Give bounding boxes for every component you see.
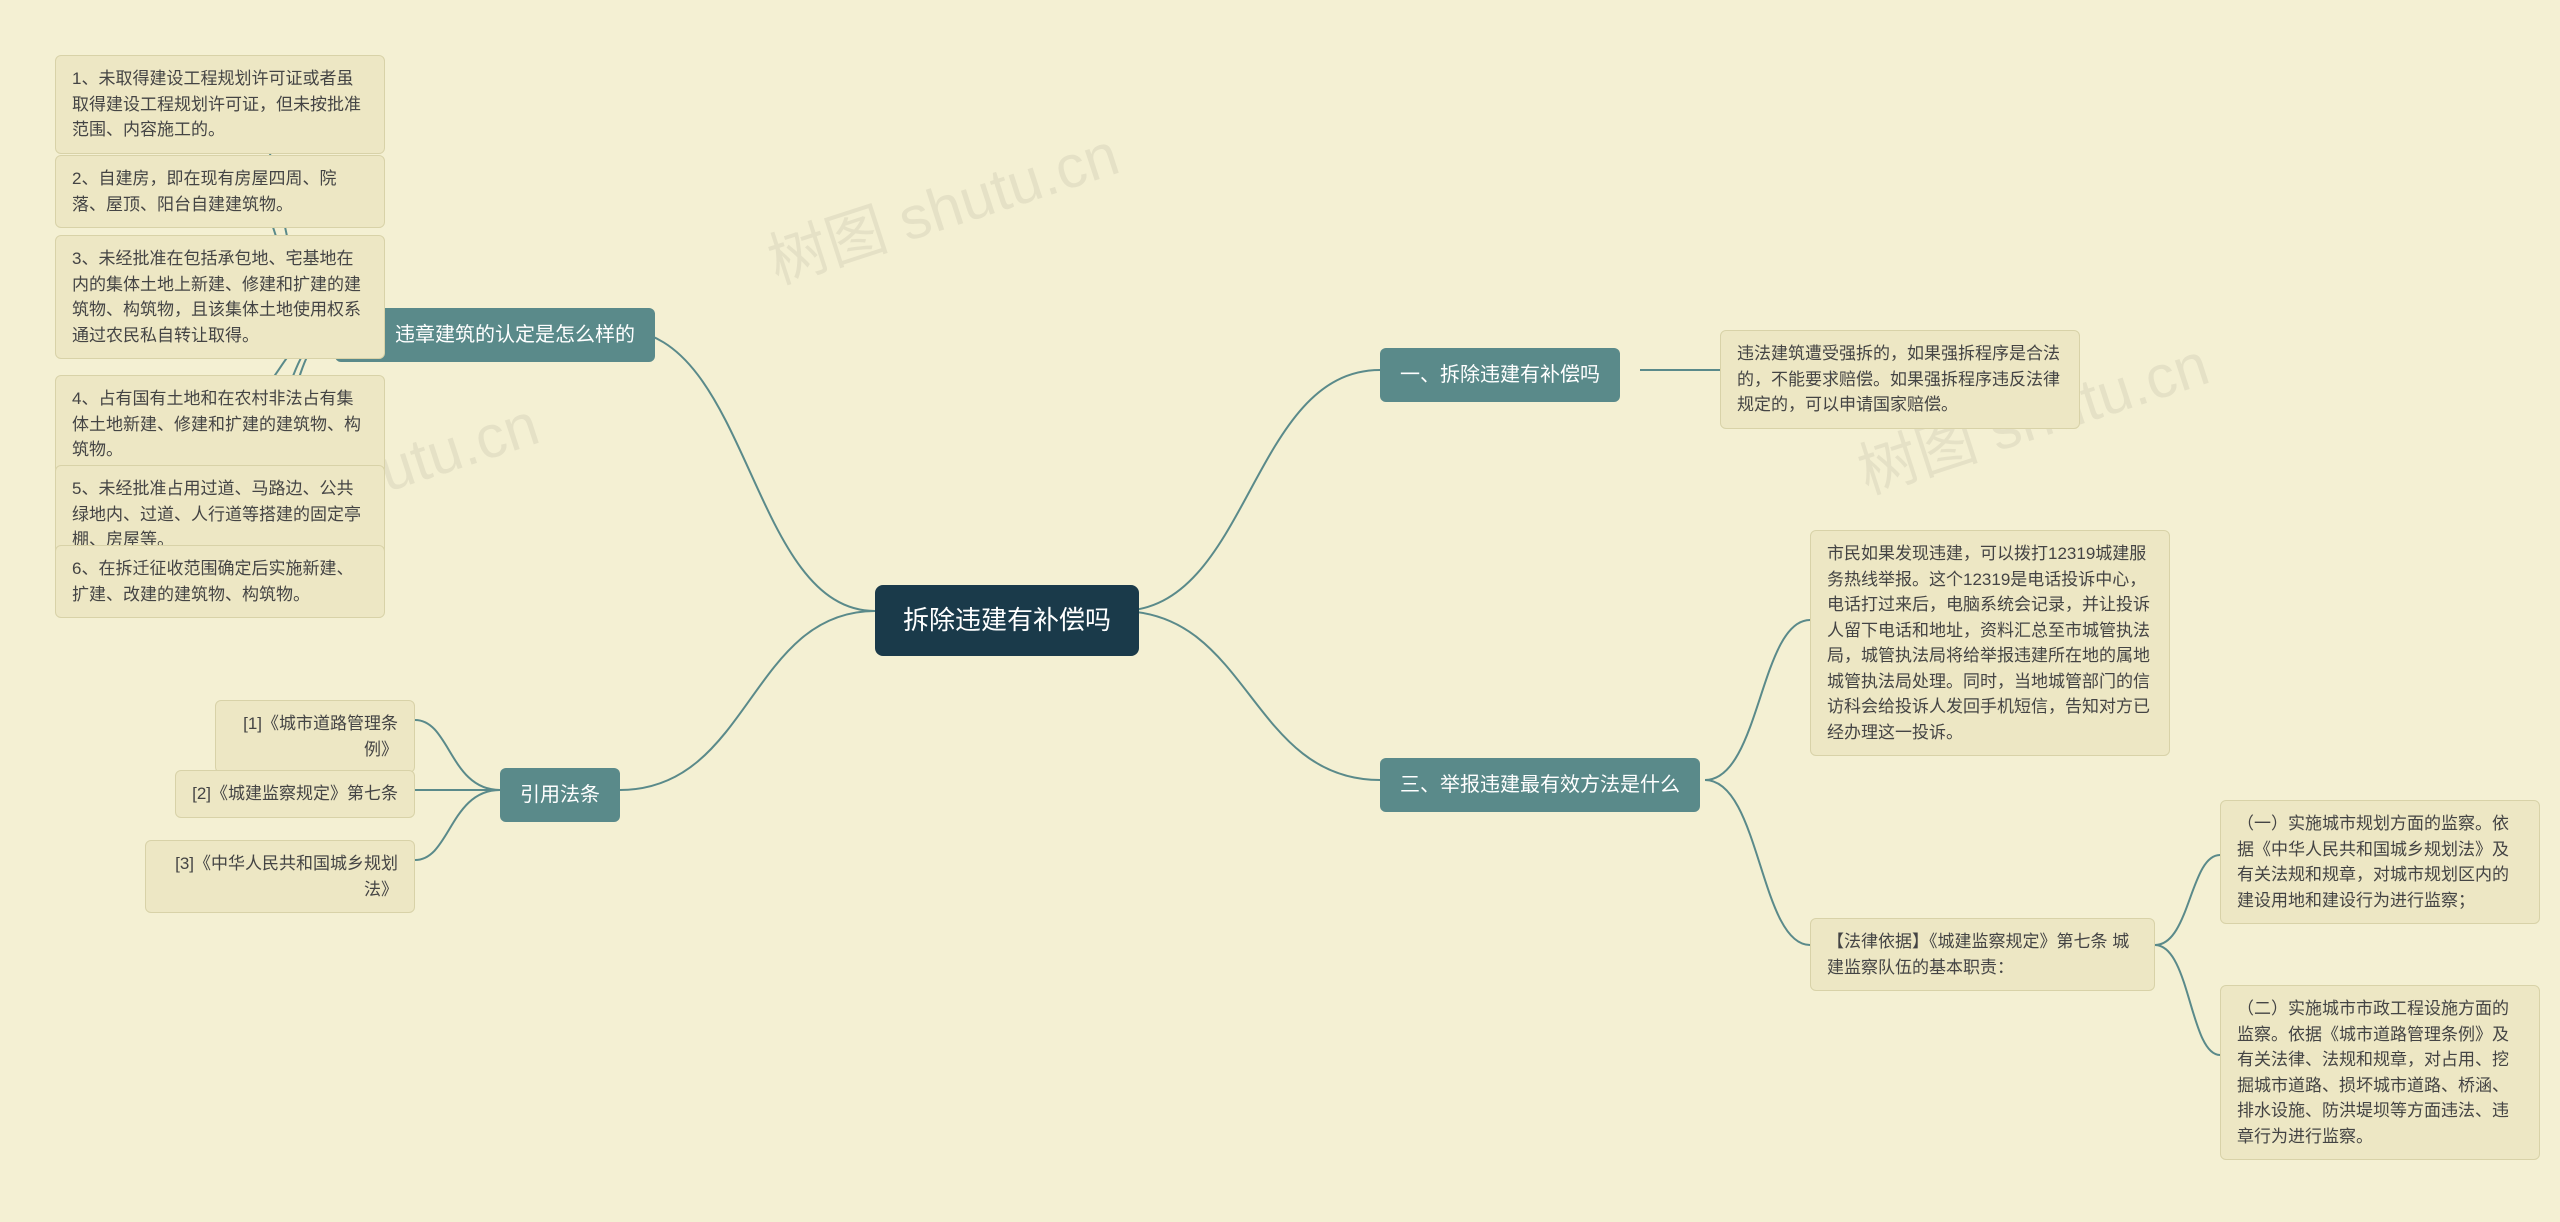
leaf-b3-2-1: （一）实施城市规划方面的监察。依据《中华人民共和国城乡规划法》及有关法规和规章，… <box>2220 800 2540 924</box>
leaf-b4-2: [2]《城建监察规定》第七条 <box>175 770 415 818</box>
leaf-b3-1: 市民如果发现违建，可以拨打12319城建服务热线举报。这个12319是电话投诉中… <box>1810 530 2170 756</box>
leaf-b1-1: 违法建筑遭受强拆的，如果强拆程序是合法的，不能要求赔偿。如果强拆程序违反法律规定… <box>1720 330 2080 429</box>
root-node[interactable]: 拆除违建有补偿吗 <box>875 585 1139 656</box>
leaf-b4-3: [3]《中华人民共和国城乡规划法》 <box>145 840 415 913</box>
branch-4[interactable]: 引用法条 <box>500 768 620 822</box>
branch-1[interactable]: 一、拆除违建有补偿吗 <box>1380 348 1620 402</box>
leaf-b2-6: 6、在拆迁征收范围确定后实施新建、扩建、改建的建筑物、构筑物。 <box>55 545 385 618</box>
leaf-b2-4: 4、占有国有土地和在农村非法占有集体土地新建、修建和扩建的建筑物、构筑物。 <box>55 375 385 474</box>
leaf-b3-2-2: （二）实施城市市政工程设施方面的监察。依据《城市道路管理条例》及有关法律、法规和… <box>2220 985 2540 1160</box>
leaf-b2-1: 1、未取得建设工程规划许可证或者虽取得建设工程规划许可证，但未按批准范围、内容施… <box>55 55 385 154</box>
leaf-b2-2: 2、自建房，即在现有房屋四周、院落、屋顶、阳台自建建筑物。 <box>55 155 385 228</box>
branch-3[interactable]: 三、举报违建最有效方法是什么 <box>1380 758 1700 812</box>
watermark: 树图 shutu.cn <box>755 106 1128 301</box>
leaf-b3-2: 【法律依据】《城建监察规定》第七条 城建监察队伍的基本职责： <box>1810 918 2155 991</box>
leaf-b4-1: [1]《城市道路管理条例》 <box>215 700 415 773</box>
leaf-b2-3: 3、未经批准在包括承包地、宅基地在内的集体土地上新建、修建和扩建的建筑物、构筑物… <box>55 235 385 359</box>
